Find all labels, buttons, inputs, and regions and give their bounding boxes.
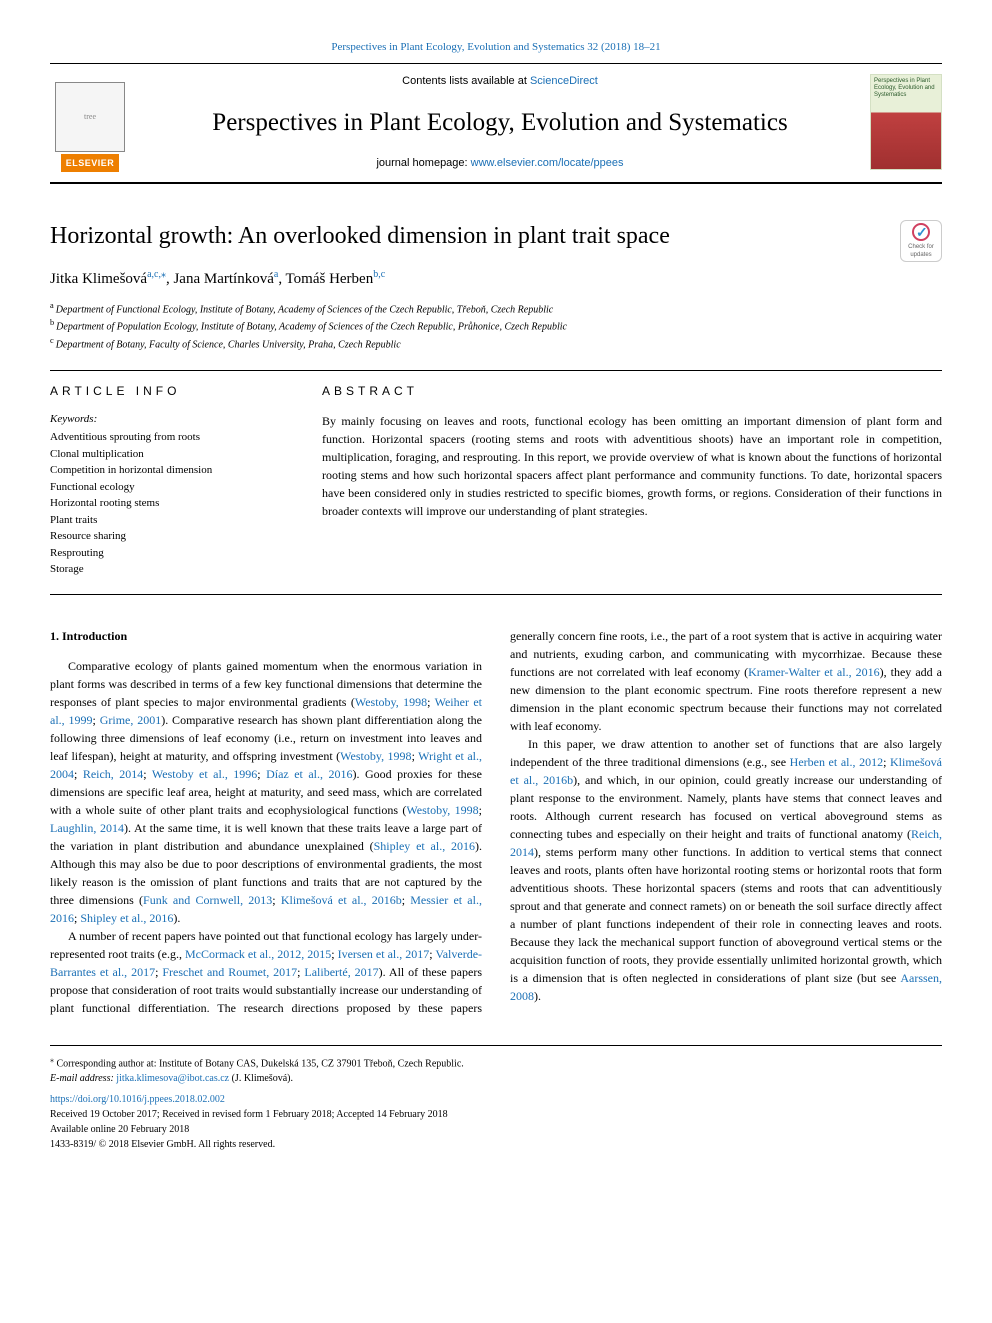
masthead: tree ELSEVIER Contents lists available a… — [50, 63, 942, 184]
keyword-6: Resource sharing — [50, 528, 290, 545]
cite-shipley-2016b[interactable]: Shipley et al., 2016 — [80, 911, 173, 925]
cite-laughlin-2014[interactable]: Laughlin, 2014 — [50, 821, 124, 835]
article-header: Horizontal growth: An overlooked dimensi… — [50, 220, 942, 352]
journal-cover-thumbnail: Perspectives in Plant Ecology, Evolution… — [870, 74, 942, 170]
keyword-7: Resprouting — [50, 545, 290, 562]
keyword-8: Storage — [50, 561, 290, 578]
cite-westoby-1996[interactable]: Westoby et al., 1996 — [152, 767, 257, 781]
elsevier-logo: tree ELSEVIER — [50, 72, 130, 172]
header-issue-link[interactable]: Perspectives in Plant Ecology, Evolution… — [50, 40, 942, 55]
keywords-list: Adventitious sprouting from roots Clonal… — [50, 429, 290, 578]
cite-westoby-1998c[interactable]: Westoby, 1998 — [406, 803, 478, 817]
cite-laliberte-2017[interactable]: Laliberté, 2017 — [304, 965, 378, 979]
affiliation-c: cDepartment of Botany, Faculty of Scienc… — [50, 335, 670, 352]
keyword-3: Functional ecology — [50, 479, 290, 496]
cite-shipley-2016a[interactable]: Shipley et al., 2016 — [374, 839, 475, 853]
corresponding-author: ⁎ Corresponding author at: Institute of … — [50, 1054, 942, 1071]
email-line: E-mail address: jitka.klimesova@ibot.cas… — [50, 1071, 942, 1086]
cite-iversen-2017[interactable]: Iversen et al., 2017 — [338, 947, 430, 961]
crossmark-button[interactable]: Check for updates — [900, 220, 942, 262]
affil-b-text: Department of Population Ecology, Instit… — [56, 322, 567, 333]
copyright-line: 1433-8319/ © 2018 Elsevier GmbH. All rig… — [50, 1137, 942, 1152]
sciencedirect-link[interactable]: ScienceDirect — [530, 75, 598, 87]
cover-text: Perspectives in Plant Ecology, Evolution… — [874, 78, 938, 98]
info-abstract-block: ARTICLE INFO Keywords: Adventitious spro… — [50, 370, 942, 595]
cite-klimesova-2016b-a[interactable]: Klimešová et al., 2016b — [281, 893, 402, 907]
email-label: E-mail address: — [50, 1073, 116, 1084]
homepage-line: journal homepage: www.elsevier.com/locat… — [142, 156, 858, 171]
cite-reich-2014a[interactable]: Reich, 2014 — [83, 767, 143, 781]
abstract-column: ABSTRACT By mainly focusing on leaves an… — [322, 383, 942, 578]
crossmark-label: Check for updates — [901, 243, 941, 260]
cite-kramer-walter-2016[interactable]: Kramer-Walter et al., 2016 — [748, 665, 880, 679]
author-1: Jitka Klimešová — [50, 271, 147, 287]
corr-text: Corresponding author at: Institute of Bo… — [54, 1058, 464, 1069]
cite-mccormack-2012-2015[interactable]: McCormack et al., 2012, 2015 — [185, 947, 331, 961]
elsevier-tree-icon: tree — [55, 82, 125, 152]
cite-diaz-2016[interactable]: Díaz et al., 2016 — [266, 767, 352, 781]
available-line: Available online 20 February 2018 — [50, 1122, 942, 1137]
journal-name: Perspectives in Plant Ecology, Evolution… — [142, 105, 858, 140]
author-3-affil-link[interactable]: b,c — [373, 269, 385, 280]
affil-c-sup: c — [50, 336, 54, 345]
abstract-heading: ABSTRACT — [322, 383, 942, 400]
body-text: 1. Introduction Comparative ecology of p… — [50, 627, 942, 1017]
received-line: Received 19 October 2017; Received in re… — [50, 1107, 942, 1122]
contents-prefix: Contents lists available at — [402, 75, 530, 87]
issue-link-text[interactable]: Perspectives in Plant Ecology, Evolution… — [331, 41, 660, 53]
homepage-prefix: journal homepage: — [376, 157, 470, 169]
cite-herben-2012[interactable]: Herben et al., 2012 — [790, 755, 883, 769]
homepage-link[interactable]: www.elsevier.com/locate/ppees — [471, 157, 624, 169]
paragraph-3: In this paper, we draw attention to anot… — [510, 735, 942, 1005]
keywords-label: Keywords: — [50, 412, 290, 427]
cite-grime-2001[interactable]: Grime, 2001 — [100, 713, 162, 727]
elsevier-label: ELSEVIER — [61, 154, 120, 173]
doi-link[interactable]: https://doi.org/10.1016/j.ppees.2018.02.… — [50, 1092, 942, 1107]
abstract-text: By mainly focusing on leaves and roots, … — [322, 412, 942, 520]
keyword-5: Plant traits — [50, 512, 290, 529]
keyword-1: Clonal multiplication — [50, 446, 290, 463]
keyword-2: Competition in horizontal dimension — [50, 462, 290, 479]
email-suffix: (J. Klimešová). — [229, 1073, 293, 1084]
footer: ⁎ Corresponding author at: Institute of … — [50, 1045, 942, 1152]
section-1-heading: 1. Introduction — [50, 627, 482, 645]
article-info-heading: ARTICLE INFO — [50, 383, 290, 400]
keyword-0: Adventitious sprouting from roots — [50, 429, 290, 446]
crossmark-icon — [912, 223, 930, 241]
cite-funk-cornwell-2013[interactable]: Funk and Cornwell, 2013 — [143, 893, 272, 907]
affiliations: aDepartment of Functional Ecology, Insti… — [50, 300, 670, 352]
affil-a-sup: a — [50, 301, 54, 310]
authors: Jitka Klimešováa,c,⁎, Jana Martínkováa, … — [50, 268, 670, 290]
article-title: Horizontal growth: An overlooked dimensi… — [50, 220, 670, 254]
keyword-4: Horizontal rooting stems — [50, 495, 290, 512]
article-info-column: ARTICLE INFO Keywords: Adventitious spro… — [50, 383, 290, 578]
author-1-affil-link[interactable]: a,c, — [147, 269, 161, 280]
author-2: , Jana Martínková — [166, 271, 274, 287]
affiliation-b: bDepartment of Population Ecology, Insti… — [50, 317, 670, 334]
contents-line: Contents lists available at ScienceDirec… — [142, 74, 858, 89]
email-link[interactable]: jitka.klimesova@ibot.cas.cz — [116, 1073, 229, 1084]
masthead-center: Contents lists available at ScienceDirec… — [142, 74, 858, 172]
affiliation-a: aDepartment of Functional Ecology, Insti… — [50, 300, 670, 317]
paragraph-1: Comparative ecology of plants gained mom… — [50, 657, 482, 927]
author-3: , Tomáš Herben — [278, 271, 373, 287]
affil-a-text: Department of Functional Ecology, Instit… — [56, 304, 553, 315]
cite-freschet-roumet-2017[interactable]: Freschet and Roumet, 2017 — [162, 965, 297, 979]
cite-westoby-1998b[interactable]: Westoby, 1998 — [340, 749, 411, 763]
affil-b-sup: b — [50, 318, 54, 327]
affil-c-text: Department of Botany, Faculty of Science… — [56, 339, 401, 350]
article-header-left: Horizontal growth: An overlooked dimensi… — [50, 220, 670, 352]
cite-westoby-1998a[interactable]: Westoby, 1998 — [355, 695, 427, 709]
